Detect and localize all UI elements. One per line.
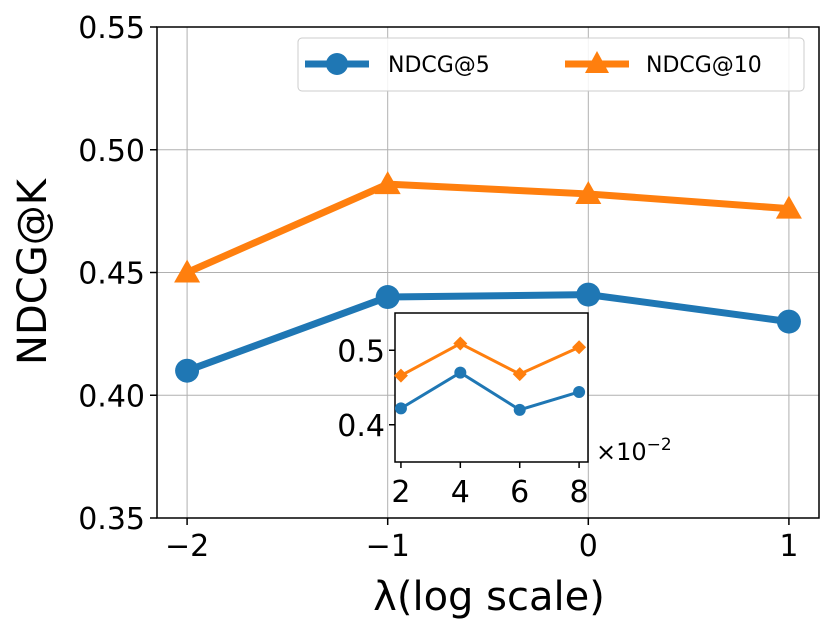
y-tick-label-2: 0.45 <box>78 257 145 292</box>
inset-data-point-ndcg10-1 <box>453 336 468 351</box>
data-point-ndcg10-1 <box>374 171 401 195</box>
inset-data-point-ndcg10-0 <box>393 368 408 383</box>
inset-x-tick-label-2: 6 <box>510 475 529 510</box>
data-point-ndcg10-3 <box>775 195 802 219</box>
legend-box <box>297 37 805 92</box>
series-layer <box>174 171 802 383</box>
legend-label-ndcg5: NDCG@5 <box>388 53 490 78</box>
inset-y-tick-label-0: 0.4 <box>337 409 385 444</box>
x-tick-label-1: −1 <box>366 529 410 564</box>
data-point-ndcg10-0 <box>174 259 201 283</box>
data-point-ndcg10-2 <box>575 180 602 204</box>
y-axis-title: NDCG@K <box>10 177 56 365</box>
inset-x-tick-label-1: 4 <box>451 475 470 510</box>
inset-data-point-ndcg5-1 <box>454 366 467 379</box>
y-tick-label-0: 0.35 <box>78 502 145 537</box>
inset-x-offset-exponent: −2 <box>647 435 672 455</box>
inset-data-point-ndcg5-2 <box>513 403 526 416</box>
x-tick-label-2: 0 <box>579 529 598 564</box>
legend-label-ndcg10: NDCG@10 <box>646 53 762 78</box>
inset-series-line-ndcg5 <box>400 370 580 412</box>
y-tick-label-3: 0.50 <box>78 134 145 169</box>
x-tick-label-0: −2 <box>165 529 209 564</box>
inset-chart: 2 4 6 8 0.4 0.5 ×10−2 <box>337 312 672 510</box>
inset-y-tick-label-1: 0.5 <box>337 334 385 369</box>
x-axis-title: λ(log scale) <box>373 574 605 620</box>
inset-data-point-ndcg5-0 <box>394 402 407 415</box>
legend-swatch-ndcg10-marker <box>585 51 609 73</box>
series-line-ndcg5 <box>185 291 790 374</box>
inset-data-point-ndcg10-3 <box>572 340 587 355</box>
data-point-ndcg5-1 <box>375 285 400 310</box>
inset-series-line-ndcg10 <box>400 341 580 377</box>
data-point-ndcg5-0 <box>175 358 200 383</box>
y-tick-label-1: 0.40 <box>78 379 145 414</box>
inset-x-tick-label-0: 2 <box>391 475 410 510</box>
series-line-ndcg10 <box>185 180 790 276</box>
inset-data-point-ndcg10-2 <box>512 367 527 382</box>
inset-x-offset-label: ×10−2 <box>596 435 672 466</box>
data-point-ndcg5-3 <box>776 309 801 334</box>
axis-layer: −2 −1 0 1 0.35 0.40 0.45 0.50 0.55 <box>78 11 820 564</box>
inset-frame <box>394 312 589 463</box>
data-point-ndcg5-2 <box>576 282 601 307</box>
legend-swatch-ndcg5-marker <box>326 53 348 75</box>
y-tick-label-4: 0.55 <box>78 11 145 46</box>
inset-x-tick-label-3: 8 <box>570 475 589 510</box>
inset-data-point-ndcg5-3 <box>573 385 586 398</box>
legend: NDCG@5 NDCG@10 <box>297 37 805 92</box>
inset-x-offset-base: ×10 <box>596 438 647 466</box>
x-tick-label-3: 1 <box>779 529 798 564</box>
